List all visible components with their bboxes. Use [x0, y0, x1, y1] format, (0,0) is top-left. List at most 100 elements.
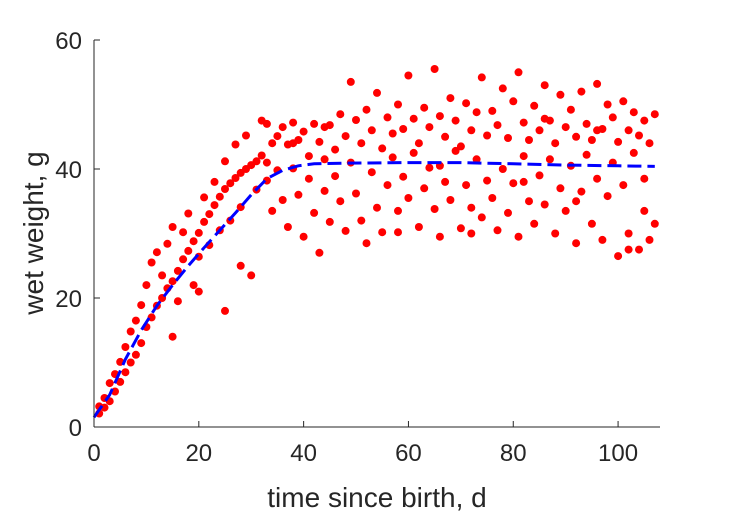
data-point: [498, 84, 507, 93]
x-tick-label: 20: [185, 440, 212, 467]
data-point: [221, 306, 229, 315]
data-point: [577, 87, 586, 96]
data-point: [414, 223, 423, 231]
data-point: [262, 158, 271, 167]
data-point: [320, 123, 329, 132]
data-points: [95, 65, 659, 418]
data-point: [587, 219, 596, 228]
data-point: [629, 108, 638, 117]
data-point: [247, 271, 256, 280]
data-point: [357, 139, 366, 148]
data-point: [142, 281, 151, 290]
data-point: [446, 196, 455, 204]
data-point: [168, 223, 177, 231]
data-point: [451, 116, 460, 125]
data-point: [394, 206, 402, 215]
data-point: [173, 266, 182, 275]
data-point: [310, 119, 319, 128]
data-point: [231, 174, 240, 182]
data-point: [373, 88, 381, 97]
data-point: [635, 245, 643, 254]
data-point: [577, 187, 586, 196]
data-point: [200, 193, 209, 202]
data-point: [315, 137, 324, 146]
data-point: [184, 246, 193, 255]
data-point: [158, 271, 167, 280]
data-point: [467, 126, 476, 135]
data-point: [645, 235, 654, 244]
data-point: [168, 332, 177, 341]
data-point: [572, 239, 581, 248]
data-point: [551, 139, 560, 148]
data-point: [362, 239, 371, 248]
data-point: [137, 301, 146, 310]
data-point: [509, 97, 518, 106]
data-point: [283, 223, 292, 231]
data-point: [221, 185, 229, 193]
y-tick-label: 0: [69, 415, 82, 442]
data-point: [540, 200, 549, 209]
data-point: [310, 208, 319, 217]
data-point: [231, 140, 240, 149]
y-tick-label: 40: [55, 157, 82, 184]
data-point: [409, 148, 418, 157]
data-point: [493, 121, 502, 130]
data-point: [352, 189, 360, 198]
data-point: [593, 79, 602, 88]
data-point: [624, 229, 633, 238]
data-point: [650, 219, 659, 228]
data-point: [394, 100, 402, 109]
data-point: [535, 171, 544, 180]
data-point: [257, 151, 266, 160]
data-point: [357, 216, 366, 225]
data-point: [210, 201, 219, 210]
data-point: [137, 339, 146, 348]
data-point: [467, 203, 476, 212]
data-point: [446, 94, 455, 103]
data-point: [441, 177, 450, 186]
x-tick-label: 40: [290, 440, 317, 467]
data-point: [514, 232, 523, 241]
data-point: [551, 229, 560, 238]
data-point: [173, 297, 182, 306]
data-point: [556, 90, 565, 99]
data-point: [530, 101, 539, 110]
data-point: [488, 106, 497, 115]
data-point: [477, 213, 486, 222]
data-point: [614, 252, 623, 261]
data-point: [163, 239, 172, 248]
x-tick-label: 80: [500, 440, 527, 467]
data-point: [289, 139, 298, 148]
data-point: [236, 261, 245, 270]
data-point: [430, 65, 439, 73]
data-point: [629, 148, 638, 157]
data-point: [572, 197, 581, 206]
data-point: [378, 228, 387, 237]
data-point: [525, 136, 533, 144]
data-point: [535, 126, 544, 135]
data-point: [325, 217, 334, 226]
data-point: [399, 125, 408, 133]
data-point: [472, 108, 481, 117]
data-point: [530, 219, 539, 228]
data-point: [608, 113, 617, 122]
fit-line: [92, 161, 655, 419]
data-point: [456, 224, 465, 233]
data-point: [304, 174, 313, 183]
data-point: [262, 119, 271, 128]
data-point: [299, 127, 308, 136]
data-point: [268, 206, 277, 215]
data-point: [409, 114, 418, 123]
data-point: [304, 152, 313, 161]
x-axis-label: time since birth, d: [267, 482, 486, 513]
data-point: [598, 235, 607, 244]
data-point: [582, 119, 591, 128]
data-point: [388, 129, 397, 138]
y-tick-label: 60: [55, 28, 82, 55]
data-point: [221, 157, 229, 166]
data-point: [504, 134, 512, 142]
data-point: [331, 172, 340, 181]
data-point: [336, 110, 345, 119]
data-point: [131, 350, 140, 359]
data-point: [593, 126, 602, 135]
